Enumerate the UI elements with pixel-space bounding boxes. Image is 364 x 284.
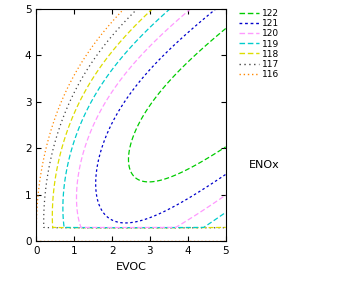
Text: ENOx: ENOx [249, 160, 280, 170]
Legend: 122, 121, 120, 119, 118, 117, 116: 122, 121, 120, 119, 118, 117, 116 [238, 8, 280, 80]
X-axis label: EVOC: EVOC [116, 262, 146, 272]
